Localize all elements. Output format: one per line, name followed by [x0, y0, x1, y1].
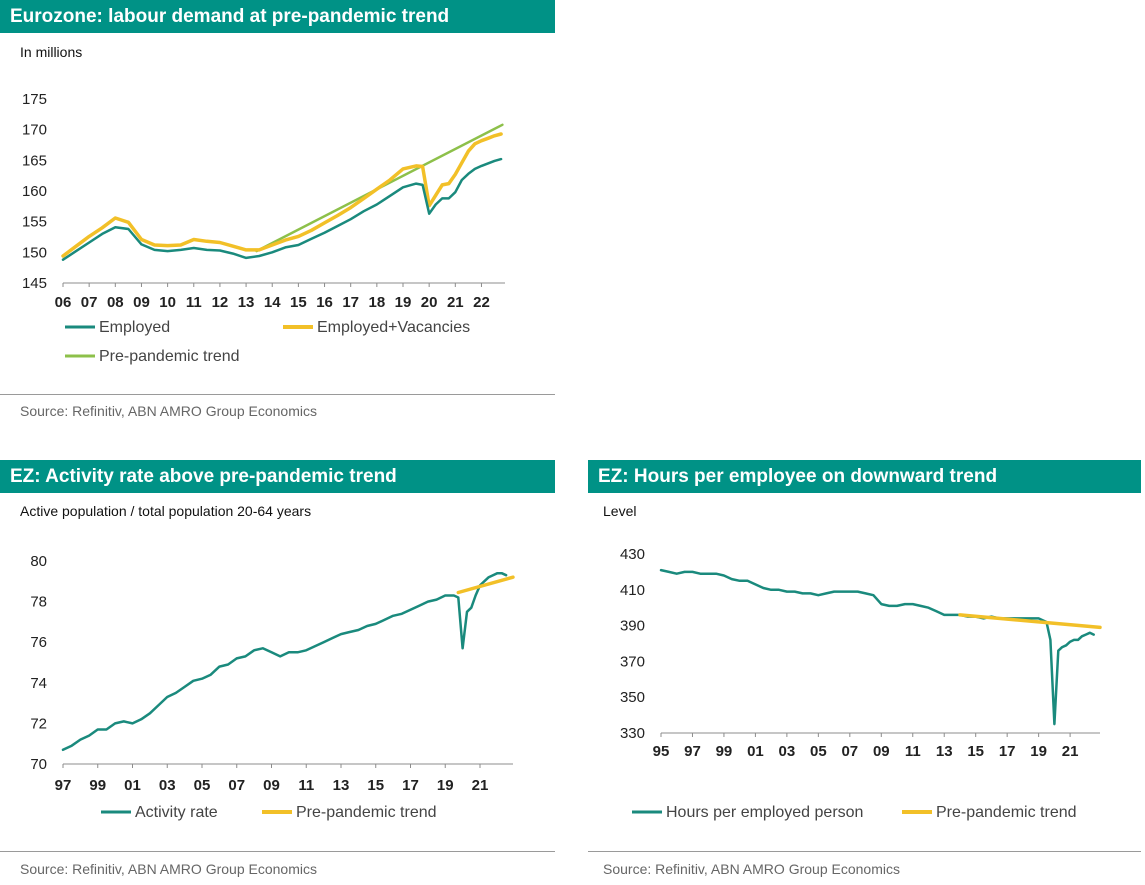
y-tick-label: 175 — [22, 91, 47, 108]
x-tick-label: 11 — [186, 294, 202, 311]
legend-label: Employed — [99, 319, 170, 336]
y-tick-label: 390 — [620, 618, 645, 635]
y-tick-label: 350 — [620, 689, 645, 706]
x-tick-label: 19 — [1030, 743, 1047, 760]
series-line-1 — [61, 132, 503, 258]
x-tick-label: 21 — [472, 777, 489, 794]
y-tick-label: 170 — [22, 122, 47, 139]
chart-subtitle: Active population / total population 20-… — [20, 503, 312, 519]
source-note: Source: Refinitiv, ABN AMRO Group Econom… — [603, 861, 900, 877]
y-tick-label: 150 — [22, 244, 47, 261]
x-tick-label: 21 — [447, 294, 464, 311]
x-tick-label: 13 — [333, 777, 350, 794]
x-tick-label: 05 — [194, 777, 211, 794]
y-tick-label: 76 — [30, 634, 47, 651]
x-tick-label: 21 — [1062, 743, 1079, 760]
x-tick-label: 20 — [421, 294, 438, 311]
y-tick-label: 145 — [22, 275, 47, 292]
x-tick-label: 14 — [264, 294, 281, 311]
series-line-0 — [61, 157, 503, 261]
x-tick-label: 19 — [395, 294, 412, 311]
source-divider — [0, 851, 555, 852]
x-tick-label: 01 — [124, 777, 141, 794]
x-tick-label: 12 — [212, 294, 229, 311]
x-tick-label: 07 — [228, 777, 245, 794]
series-line-0 — [61, 571, 508, 752]
chart-subtitle: Level — [603, 503, 637, 519]
hours-per-employee-chart: 330 350 370 390 410 430 95 97 99 01 03 05 07 09 11 13 15… — [620, 546, 1102, 821]
chart-panel-hours: EZ: Hours per employee on downward trend… — [588, 460, 1143, 885]
x-tick-label: 09 — [133, 294, 150, 311]
x-tick-label: 22 — [473, 294, 490, 311]
x-tick-label: 09 — [873, 743, 890, 760]
x-tick-label: 11 — [298, 777, 314, 794]
series-line-1 — [456, 575, 515, 595]
x-tick-label: 06 — [55, 294, 72, 311]
x-tick-label: 09 — [263, 777, 280, 794]
x-tick-label: 95 — [653, 743, 670, 760]
legend-label: Activity rate — [135, 804, 218, 821]
y-tick-label: 165 — [22, 152, 47, 169]
x-tick-label: 03 — [779, 743, 796, 760]
source-note: Source: Refinitiv, ABN AMRO Group Econom… — [20, 403, 317, 419]
x-tick-label: 10 — [159, 294, 176, 311]
x-tick-label: 97 — [55, 777, 72, 794]
x-tick-label: 97 — [684, 743, 701, 760]
x-tick-label: 01 — [747, 743, 764, 760]
chart-title: EZ: Activity rate above pre-pandemic tre… — [0, 460, 555, 493]
x-tick-label: 07 — [841, 743, 858, 760]
y-tick-label: 330 — [620, 725, 645, 742]
legend-label: Employed+Vacancies — [317, 319, 470, 336]
legend-label: Pre-pandemic trend — [99, 348, 240, 365]
chart-panel-activity-rate: EZ: Activity rate above pre-pandemic tre… — [0, 460, 555, 885]
chart-title: EZ: Hours per employee on downward trend — [588, 460, 1141, 493]
x-tick-label: 17 — [402, 777, 419, 794]
activity-rate-chart: 70 72 74 76 78 80 97 99 01 03 05 07 09 11 13 15 17 19 21 Ac… — [30, 553, 515, 821]
legend-label: Hours per employed person — [666, 804, 863, 821]
y-tick-label: 74 — [30, 675, 47, 692]
y-tick-label: 410 — [620, 582, 645, 599]
x-tick-label: 99 — [89, 777, 106, 794]
x-tick-label: 19 — [437, 777, 454, 794]
x-tick-label: 15 — [367, 777, 384, 794]
x-tick-label: 08 — [107, 294, 124, 311]
x-tick-label: 13 — [936, 743, 953, 760]
x-tick-label: 17 — [342, 294, 359, 311]
x-tick-label: 99 — [716, 743, 733, 760]
series-line-0 — [659, 568, 1095, 726]
x-tick-label: 18 — [369, 294, 386, 311]
x-tick-label: 11 — [905, 743, 921, 760]
y-tick-label: 80 — [30, 553, 47, 570]
y-tick-label: 160 — [22, 183, 47, 200]
y-tick-label: 70 — [30, 756, 47, 773]
labour-demand-chart: 145 150 155 160 165 170 175 06 07 08 09 10 11 12 13 14 1… — [22, 91, 505, 365]
source-divider — [588, 851, 1141, 852]
series-line-1 — [958, 613, 1102, 630]
chart-panel-labour-demand: Eurozone: labour demand at pre-pandemic … — [0, 0, 555, 430]
x-tick-label: 15 — [967, 743, 984, 760]
y-tick-label: 72 — [30, 715, 47, 732]
legend-label: Pre-pandemic trend — [936, 804, 1077, 821]
x-tick-label: 03 — [159, 777, 176, 794]
chart-title: Eurozone: labour demand at pre-pandemic … — [0, 0, 555, 33]
y-tick-label: 155 — [22, 214, 47, 231]
y-tick-label: 430 — [620, 546, 645, 563]
chart-subtitle: In millions — [20, 44, 83, 60]
source-note: Source: Refinitiv, ABN AMRO Group Econom… — [20, 861, 317, 877]
y-tick-label: 370 — [620, 653, 645, 670]
x-tick-label: 15 — [290, 294, 307, 311]
x-tick-label: 13 — [238, 294, 255, 311]
y-tick-label: 78 — [30, 594, 47, 611]
x-tick-label: 17 — [999, 743, 1016, 760]
legend-label: Pre-pandemic trend — [296, 804, 437, 821]
x-tick-label: 05 — [810, 743, 827, 760]
x-tick-label: 16 — [316, 294, 333, 311]
source-divider — [0, 394, 555, 395]
x-tick-label: 07 — [81, 294, 98, 311]
